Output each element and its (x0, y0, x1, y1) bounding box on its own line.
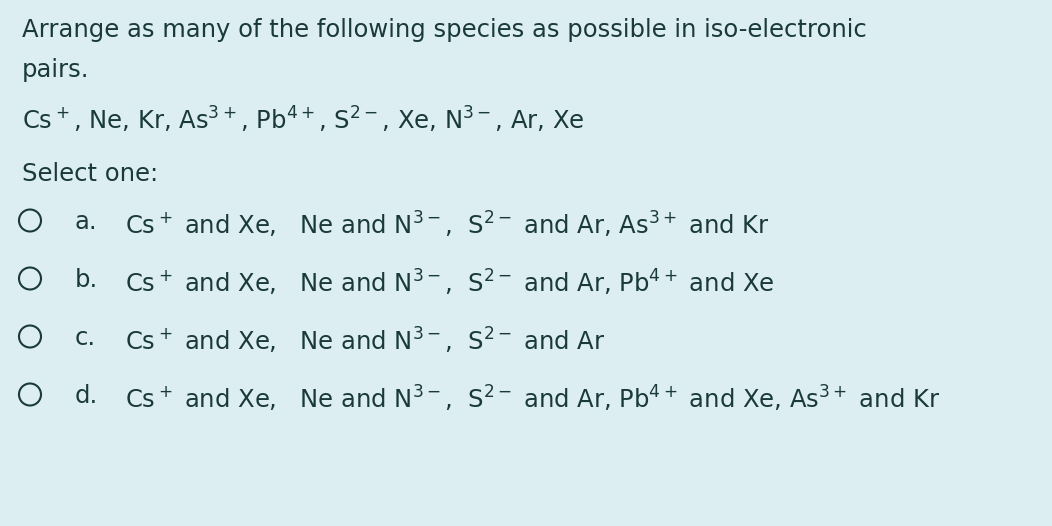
Text: Select one:: Select one: (22, 162, 158, 186)
Text: c.: c. (75, 326, 96, 350)
Text: b.: b. (75, 268, 98, 292)
Text: Cs$^+$ and Xe,   Ne and N$^{3-}$,  S$^{2-}$ and Ar, Pb$^{4+}$ and Xe: Cs$^+$ and Xe, Ne and N$^{3-}$, S$^{2-}$… (125, 268, 774, 298)
Text: d.: d. (75, 384, 98, 408)
Text: Cs$^+$ and Xe,   Ne and N$^{3-}$,  S$^{2-}$ and Ar: Cs$^+$ and Xe, Ne and N$^{3-}$, S$^{2-}$… (125, 326, 605, 356)
Text: Cs$^+$, Ne, Kr, As$^{3+}$, Pb$^{4+}$, S$^{2-}$, Xe, N$^{3-}$, Ar, Xe: Cs$^+$, Ne, Kr, As$^{3+}$, Pb$^{4+}$, S$… (22, 105, 585, 135)
Text: Arrange as many of the following species as possible in iso-electronic: Arrange as many of the following species… (22, 18, 867, 42)
Text: Cs$^+$ and Xe,   Ne and N$^{3-}$,  S$^{2-}$ and Ar, Pb$^{4+}$ and Xe, As$^{3+}$ : Cs$^+$ and Xe, Ne and N$^{3-}$, S$^{2-}$… (125, 384, 940, 414)
Text: a.: a. (75, 210, 98, 234)
Text: Cs$^+$ and Xe,   Ne and N$^{3-}$,  S$^{2-}$ and Ar, As$^{3+}$ and Kr: Cs$^+$ and Xe, Ne and N$^{3-}$, S$^{2-}$… (125, 210, 769, 240)
Text: pairs.: pairs. (22, 58, 89, 82)
